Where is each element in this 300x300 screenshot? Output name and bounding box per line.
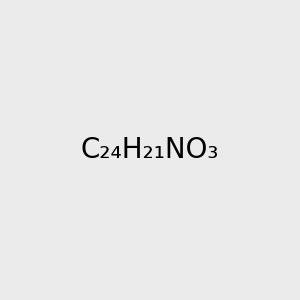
Text: C₂₄H₂₁NO₃: C₂₄H₂₁NO₃ — [81, 136, 219, 164]
